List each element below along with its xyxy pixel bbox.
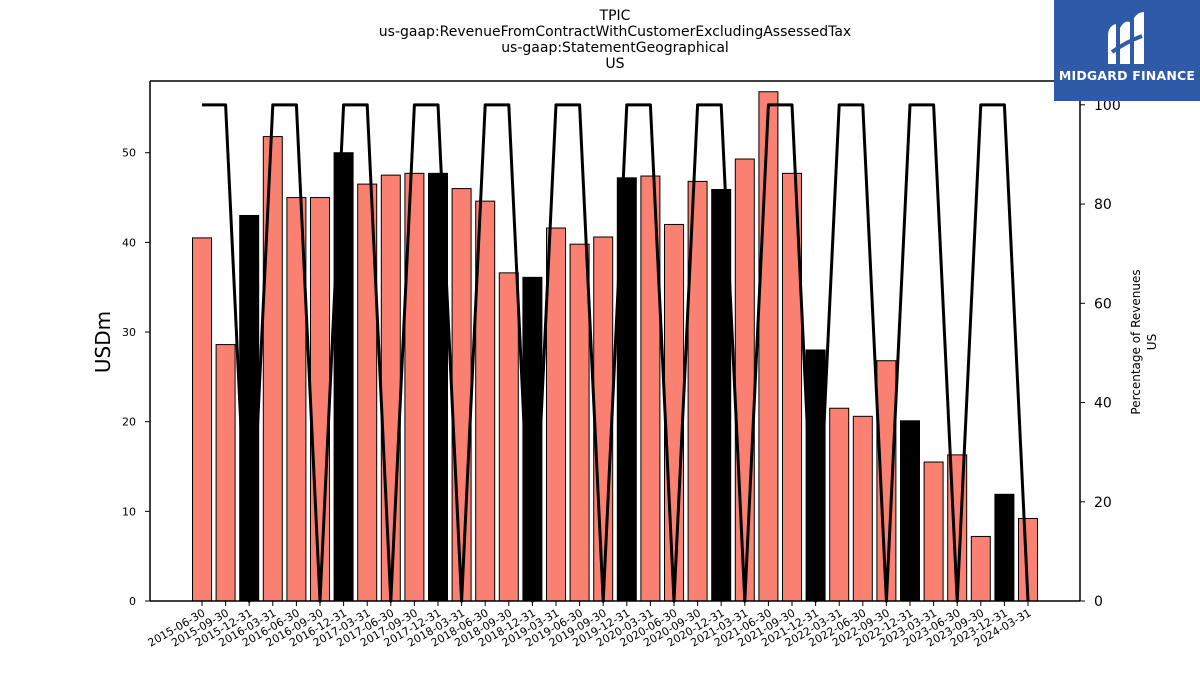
y-axis-label-right-line-1: Percentage of Revenues (1129, 269, 1143, 414)
bar-2021-03-31 (734, 158, 755, 602)
bar-2019-03-31 (546, 227, 566, 602)
bar-2022-12-31 (900, 420, 920, 602)
chart-title: TPIC us-gaap:RevenueFromContractWithCust… (379, 8, 851, 72)
bar-2020-06-30 (664, 223, 684, 602)
logo-mark-icon (1108, 12, 1144, 65)
bar-2018-03-31 (451, 188, 472, 602)
y-tick-label-right: 40 (1094, 396, 1112, 412)
x-axis-ticks: 2015-06-302015-09-302015-12-312016-03-31… (146, 601, 1034, 650)
title-line-3: us-gaap:StatementGeographical (501, 40, 729, 56)
bar-2016-03-31 (262, 136, 283, 602)
midgard-finance-logo: MIDGARD FINANCE (1054, 0, 1200, 101)
y-tick-label-right: 80 (1094, 197, 1112, 213)
y-tick-label-left: 0 (129, 595, 136, 608)
title-line-1: TPIC (599, 8, 631, 24)
y-axis-label-right-line-2: US (1145, 334, 1159, 350)
bar-2019-06-30 (569, 243, 590, 602)
bar-2019-09-30 (593, 236, 614, 602)
bar-2016-09-30 (310, 197, 330, 602)
y-tick-label-left: 30 (122, 326, 136, 339)
y-tick-label-right: 100 (1094, 98, 1121, 114)
title-line-2: us-gaap:RevenueFromContractWithCustomerE… (379, 24, 851, 40)
bar-2015-06-30 (192, 237, 212, 602)
bar-2023-09-30 (970, 535, 991, 602)
y-axis-label-left: USDm (91, 311, 115, 373)
bar-2018-09-30 (498, 272, 519, 602)
logo-text: MIDGARD FINANCE (1058, 68, 1196, 83)
y-tick-label-right: 60 (1094, 296, 1112, 312)
bar-2023-03-31 (923, 461, 944, 602)
y-tick-label-right: 20 (1094, 495, 1112, 511)
bar-2022-06-30 (852, 415, 873, 602)
y-axis-ticks-left: 0 10 20 30 40 50 (122, 147, 150, 608)
title-line-4: US (605, 56, 624, 72)
y-tick-label-left: 20 (122, 416, 136, 429)
percentage-line-series (202, 103, 1030, 603)
bar-2015-09-30 (215, 344, 236, 602)
bar-2021-06-30 (758, 91, 779, 602)
bar-2023-12-31 (994, 493, 1015, 602)
y-tick-label-left: 10 (122, 505, 136, 518)
bar-2017-06-30 (380, 174, 401, 602)
y-axis-ticks-right: 0 20 40 60 80 100 (1080, 98, 1121, 610)
y-tick-label-left: 40 (122, 236, 136, 249)
y-tick-label-left: 50 (122, 147, 136, 160)
bar-2022-03-31 (829, 407, 850, 602)
bar-2015-12-31 (239, 214, 260, 602)
y-tick-label-right: 0 (1094, 594, 1103, 610)
y-axis-label-right: Percentage of Revenues US (1129, 269, 1159, 414)
percentage-line (202, 103, 1030, 603)
axes (149, 80, 1081, 602)
